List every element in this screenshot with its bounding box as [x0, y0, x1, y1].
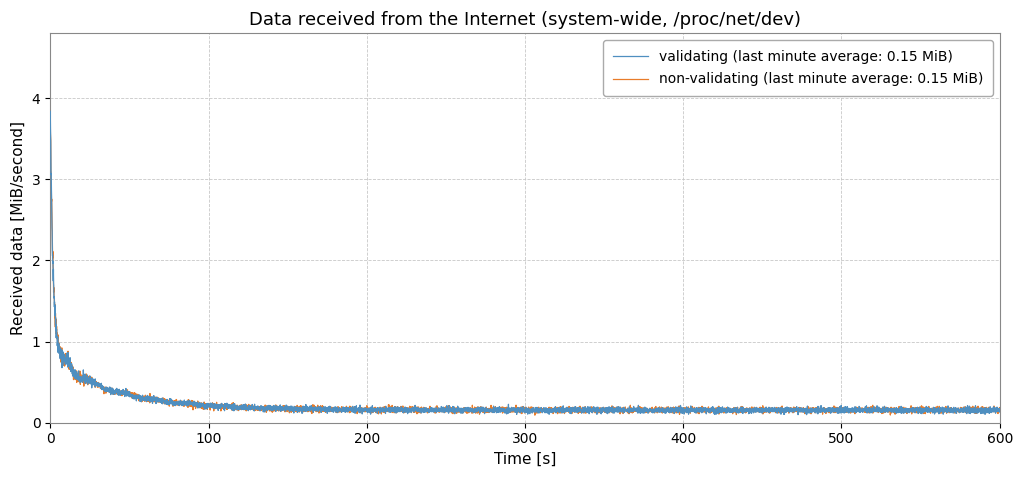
- validating (last minute average: 0.15 MiB): (269, 0.169): 0.15 MiB): (269, 0.169): [470, 406, 482, 412]
- non-validating (last minute average: 0.15 MiB): (600, 0.145): 0.15 MiB): (600, 0.145): [993, 408, 1006, 414]
- validating (last minute average: 0.15 MiB): (0, 3.84): 0.15 MiB): (0, 3.84): [44, 109, 56, 114]
- Legend: validating (last minute average: 0.15 MiB), non-validating (last minute average:: validating (last minute average: 0.15 Mi…: [603, 40, 992, 96]
- non-validating (last minute average: 0.15 MiB): (146, 0.175): 0.15 MiB): (146, 0.175): [274, 405, 287, 411]
- non-validating (last minute average: 0.15 MiB): (139, 0.188): 0.15 MiB): (139, 0.188): [264, 404, 276, 410]
- non-validating (last minute average: 0.15 MiB): (306, 0.0918): 0.15 MiB): (306, 0.0918): [528, 413, 541, 418]
- non-validating (last minute average: 0.15 MiB): (0, 3.72): 0.15 MiB): (0, 3.72): [44, 118, 56, 124]
- validating (last minute average: 0.15 MiB): (143, 0.137): 0.15 MiB): (143, 0.137): [269, 409, 282, 414]
- validating (last minute average: 0.15 MiB): (595, 0.142): 0.15 MiB): (595, 0.142): [986, 408, 998, 414]
- non-validating (last minute average: 0.15 MiB): (226, 0.157): 0.15 MiB): (226, 0.157): [402, 407, 415, 413]
- Y-axis label: Received data [MiB/second]: Received data [MiB/second]: [11, 121, 26, 335]
- Line: validating (last minute average: 0.15 MiB): validating (last minute average: 0.15 Mi…: [50, 111, 999, 415]
- validating (last minute average: 0.15 MiB): (139, 0.176): 0.15 MiB): (139, 0.176): [264, 405, 276, 411]
- Title: Data received from the Internet (system-wide, /proc/net/dev): Data received from the Internet (system-…: [249, 11, 801, 29]
- X-axis label: Time [s]: Time [s]: [494, 452, 556, 467]
- non-validating (last minute average: 0.15 MiB): (143, 0.218): 0.15 MiB): (143, 0.218): [269, 402, 282, 408]
- Line: non-validating (last minute average: 0.15 MiB): non-validating (last minute average: 0.1…: [50, 121, 999, 415]
- validating (last minute average: 0.15 MiB): (146, 0.185): 0.15 MiB): (146, 0.185): [274, 405, 287, 411]
- validating (last minute average: 0.15 MiB): (600, 0.134): 0.15 MiB): (600, 0.134): [993, 409, 1006, 414]
- validating (last minute average: 0.15 MiB): (226, 0.164): 0.15 MiB): (226, 0.164): [402, 406, 415, 412]
- non-validating (last minute average: 0.15 MiB): (269, 0.133): 0.15 MiB): (269, 0.133): [470, 409, 482, 415]
- non-validating (last minute average: 0.15 MiB): (595, 0.172): 0.15 MiB): (595, 0.172): [986, 406, 998, 412]
- validating (last minute average: 0.15 MiB): (478, 0.0978): 0.15 MiB): (478, 0.0978): [801, 412, 813, 418]
